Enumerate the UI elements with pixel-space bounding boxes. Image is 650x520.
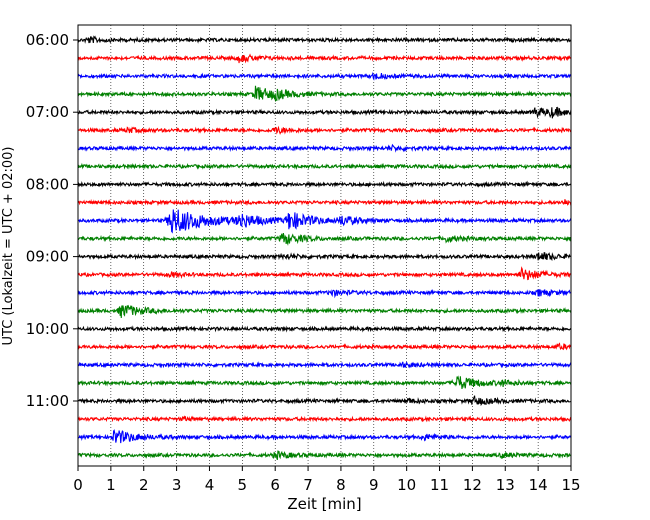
trace-0630: [77, 71, 572, 81]
x-tick-label: 10: [397, 476, 416, 494]
x-axis: 0 1 2 3 4 5 6 7 8 9 10 11 12 13 14 15: [73, 466, 581, 494]
trace-0715: [77, 125, 572, 135]
x-tick-label: 2: [139, 476, 149, 494]
trace-0930: [77, 288, 572, 299]
x-tick-label: 9: [369, 476, 379, 494]
trace-0615: [77, 53, 572, 64]
trace-0900: [77, 252, 572, 262]
trace-0600: [77, 35, 572, 44]
y-tick-label: 09:00: [26, 248, 69, 266]
y-tick-label: 10:00: [26, 320, 69, 338]
x-tick-label: 11: [430, 476, 449, 494]
x-tick-label: 3: [172, 476, 182, 494]
trace-0700: [77, 106, 572, 119]
trace-0745: [77, 162, 572, 171]
trace-1030: [77, 361, 572, 369]
y-tick-label: 06:00: [26, 31, 69, 49]
trace-0815: [77, 198, 572, 207]
x-tick-label: 6: [270, 476, 280, 494]
y-tick-label: 11:00: [26, 392, 69, 410]
x-tick-label: 14: [529, 476, 548, 494]
x-tick-label: 0: [73, 476, 83, 494]
x-tick-label: 13: [496, 476, 515, 494]
trace-1145: [77, 450, 572, 461]
trace-1130: [77, 429, 572, 444]
x-tick-label: 8: [336, 476, 346, 494]
trace-1115: [77, 415, 572, 423]
y-tick-label: 08:00: [26, 175, 69, 193]
trace-0945: [77, 304, 572, 319]
plot-frame: [77, 24, 572, 467]
x-tick-label: 12: [463, 476, 482, 494]
x-tick-label: 5: [238, 476, 248, 494]
y-tick-label: 07:00: [26, 103, 69, 121]
x-tick-label: 7: [303, 476, 313, 494]
trace-0915: [77, 266, 572, 281]
y-axis-label: UTC (Lokalzeit = UTC + 02:00): [1, 147, 16, 346]
trace-1045: [77, 375, 572, 390]
x-tick-label: 15: [561, 476, 580, 494]
trace-1100: [77, 395, 572, 407]
trace-1015: [77, 342, 572, 351]
x-tick-label: 1: [106, 476, 116, 494]
trace-0645: [77, 85, 572, 103]
trace-0845: [77, 232, 572, 246]
trace-1000: [77, 325, 572, 333]
seismic-traces: [77, 35, 572, 461]
x-axis-label: Zeit [min]: [287, 495, 361, 513]
trace-0730: [77, 143, 572, 153]
y-axis: 06:00 07:00 08:00 09:00 10:00 11:00: [26, 31, 78, 410]
trace-0800: [77, 180, 572, 188]
x-tick-label: 4: [205, 476, 215, 494]
trace-0830: [77, 209, 572, 234]
